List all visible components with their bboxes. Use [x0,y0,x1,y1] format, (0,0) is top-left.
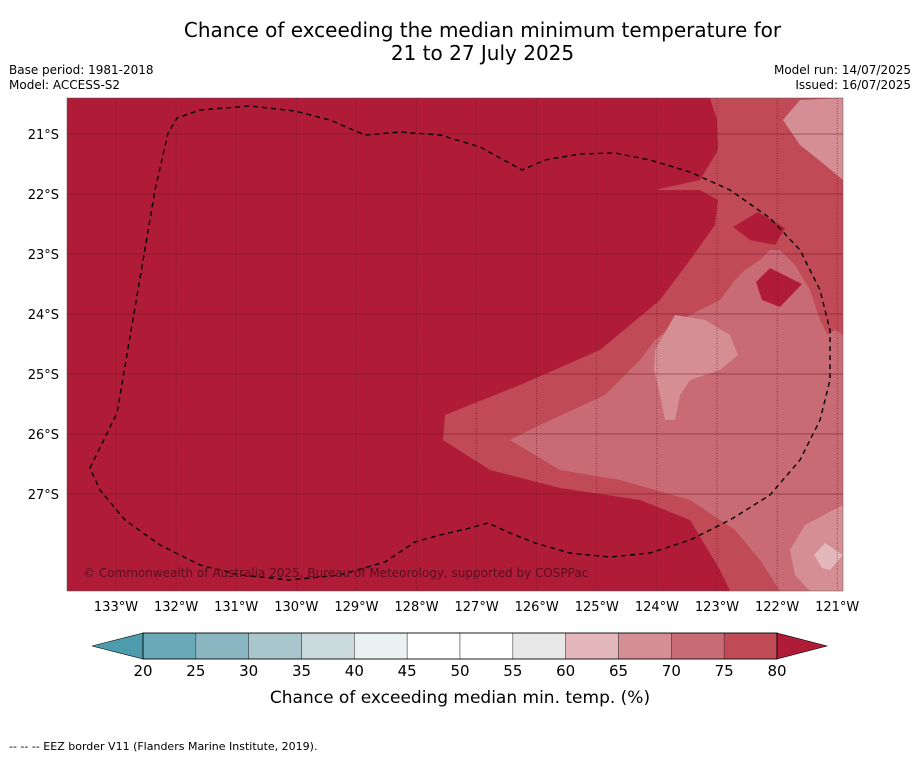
longitude-tick-label: 132°W [154,600,198,615]
latitude-tick-labels: 21°S 22°S 23°S 24°S 25°S 26°S 27°S [28,128,59,503]
colorbar-tick-label: 30 [239,662,258,680]
colorbar-tick-label: 40 [345,662,364,680]
latitude-tick-label: 27°S [28,488,59,503]
colorbar-segment [671,632,725,660]
colorbar-segment [565,632,619,660]
model-run-label: Model run: 14/07/2025 [773,63,911,77]
latitude-tick-label: 23°S [28,248,59,263]
latitude-tick-label: 22°S [28,188,59,203]
colorbar-tick-label: 20 [133,662,152,680]
longitude-tick-label: 133°W [94,600,138,615]
colorbar-label: Chance of exceeding median min. temp. (%… [270,688,650,708]
region-65-70-north-east [783,98,843,180]
base-period-label: Base period: 1981-2018 [9,63,154,77]
colorbar-segment [618,632,672,660]
colorbar-tick-label: 80 [767,662,786,680]
latitude-tick-label: 21°S [28,128,59,143]
longitude-tick-label: 128°W [394,600,438,615]
colorbar-low-extension [91,632,144,660]
longitude-tick-label: 125°W [575,600,619,615]
colorbar-high-extension [776,632,829,660]
colorbar-segment [195,632,249,660]
colorbar-tick-label: 45 [398,662,417,680]
colorbar-segment [248,632,302,660]
issued-label: Issued: 16/07/2025 [795,78,911,92]
eez-footnote: -- -- -- EEZ border V11 (Flanders Marine… [9,740,318,753]
region-80-plus-patch-1 [733,212,785,245]
longitude-tick-label: 122°W [755,600,799,615]
chart-title-line-2: 21 to 27 July 2025 [390,41,575,65]
probability-map: © Commonwealth of Australia 2025, Bureau… [28,97,860,708]
eez-border-line [89,105,831,581]
model-label: Model: ACCESS-S2 [9,78,121,92]
colorbar-tick-label: 55 [503,662,522,680]
longitude-tick-label: 129°W [334,600,378,615]
latitude-tick-label: 25°S [28,368,59,383]
colorbar-tick-label: 75 [715,662,734,680]
colorbar-segment [301,632,355,660]
colorbar-outline [142,632,778,660]
map-gridlines [67,98,843,591]
colorbar-tick-label: 65 [609,662,628,680]
region-70-75-east [795,330,843,494]
longitude-tick-label: 130°W [274,600,318,615]
colorbar-tick-label: 50 [450,662,469,680]
colorbar-segment [723,632,778,660]
colorbar-segment [354,632,408,660]
colorbar-tick-label: 70 [662,662,681,680]
longitude-tick-label: 126°W [515,600,559,615]
region-80-plus-patch-2 [756,268,802,307]
latitude-tick-label: 24°S [28,308,59,323]
colorbar-segment [142,632,197,660]
longitude-tick-label: 123°W [695,600,739,615]
colorbar-segment [459,632,514,660]
longitude-tick-label: 127°W [455,600,499,615]
colorbar-segment [406,632,461,660]
colorbar-segment [512,632,566,660]
map-frame [66,97,844,592]
longitude-tick-labels: 133°W 132°W 131°W 130°W 129°W 128°W 127°W 126°W… [94,600,860,615]
latitude-tick-label: 26°S [28,428,59,443]
copyright-text: © Commonwealth of Australia 2025, Bureau… [83,566,588,580]
longitude-tick-label: 131°W [214,600,258,615]
map-area [67,98,843,591]
longitude-tick-label: 121°W [815,600,859,615]
region-60-65 [814,543,843,570]
colorbar-tick-label: 60 [556,662,575,680]
colorbar-tick-label: 35 [292,662,311,680]
colorbar-tick-label: 25 [186,662,205,680]
longitude-tick-label: 124°W [635,600,679,615]
chart-title-line-1: Chance of exceeding the median minimum t… [183,18,782,42]
colorbar: 20 25 30 35 40 45 50 55 60 65 70 75 80 [91,632,829,680]
